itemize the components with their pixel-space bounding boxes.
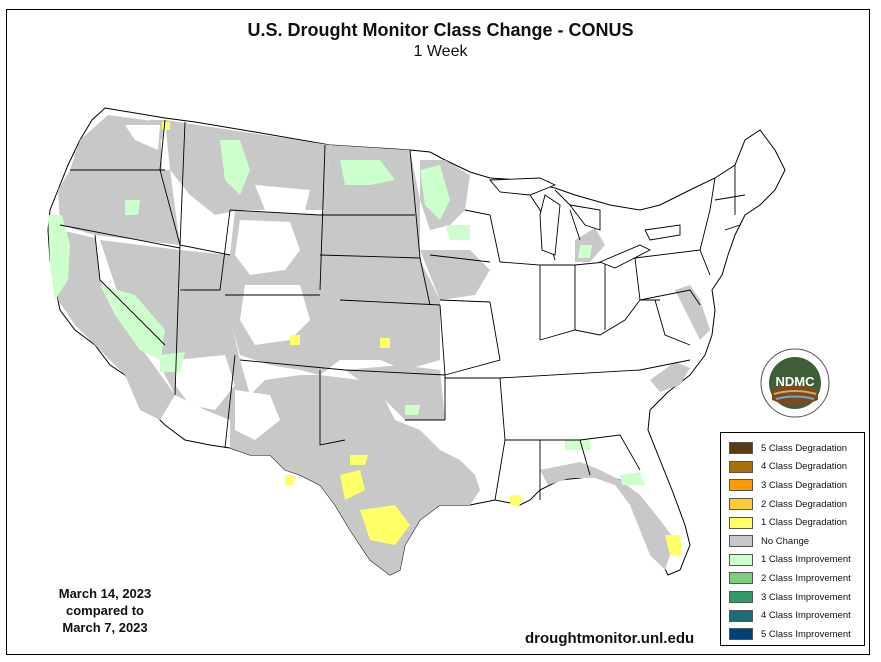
- legend-swatch: [729, 609, 753, 622]
- legend-swatch: [729, 628, 753, 641]
- source-url[interactable]: droughtmonitor.unl.edu: [525, 630, 695, 647]
- improvement-regions: [48, 140, 645, 485]
- legend-item: 4 Class Degradation: [729, 458, 864, 477]
- map-subtitle: 1 Week: [413, 43, 468, 60]
- date-block: March 14, 2023 compared to March 7, 2023: [30, 585, 180, 636]
- legend-swatch: [729, 442, 753, 455]
- ndmc-logo: NDMC: [760, 348, 830, 418]
- legend-label: 3 Class Improvement: [761, 591, 851, 603]
- legend-label: 4 Class Degradation: [761, 461, 848, 473]
- legend-item: 3 Class Improvement: [729, 588, 864, 607]
- legend-label: 1 Class Improvement: [761, 554, 851, 566]
- legend-item: 1 Class Degradation: [729, 513, 864, 532]
- legend-swatch: [729, 572, 753, 585]
- legend-swatch: [729, 591, 753, 604]
- degradation-regions: [162, 122, 682, 555]
- legend-label: No Change: [761, 535, 810, 547]
- legend-item: 2 Class Improvement: [729, 569, 864, 588]
- legend-swatch: [729, 535, 753, 548]
- great-lakes: [489, 177, 681, 269]
- legend-swatch: [729, 516, 753, 529]
- logo-text: NDMC: [776, 374, 816, 389]
- legend: 5 Class Degradation 4 Class Degradation 3 …: [720, 432, 865, 646]
- legend-item: 5 Class Improvement: [729, 625, 864, 644]
- previous-date: March 7, 2023: [62, 620, 148, 635]
- legend-swatch: [729, 553, 753, 566]
- legend-label: 5 Class Degradation: [761, 442, 848, 454]
- legend-swatch: [729, 479, 753, 492]
- legend-label: 3 Class Degradation: [761, 479, 848, 491]
- legend-item: No Change: [729, 532, 864, 551]
- legend-item: 3 Class Degradation: [729, 476, 864, 495]
- legend-label: 5 Class Improvement: [761, 628, 851, 640]
- white-areas: [125, 125, 310, 440]
- map-title: U.S. Drought Monitor Class Change - CONU…: [247, 20, 634, 40]
- legend-label: 2 Class Improvement: [761, 572, 851, 584]
- legend-item: 5 Class Degradation: [729, 439, 864, 458]
- legend-label: 2 Class Degradation: [761, 498, 848, 510]
- legend-item: 4 Class Improvement: [729, 606, 864, 625]
- legend-swatch: [729, 498, 753, 511]
- current-date: March 14, 2023: [58, 586, 152, 601]
- legend-label: 1 Class Degradation: [761, 517, 848, 529]
- legend-item: 1 Class Improvement: [729, 551, 864, 570]
- legend-item: 2 Class Degradation: [729, 495, 864, 514]
- legend-swatch: [729, 460, 753, 473]
- legend-label: 4 Class Improvement: [761, 610, 851, 622]
- compared-to-label: compared to: [65, 603, 144, 618]
